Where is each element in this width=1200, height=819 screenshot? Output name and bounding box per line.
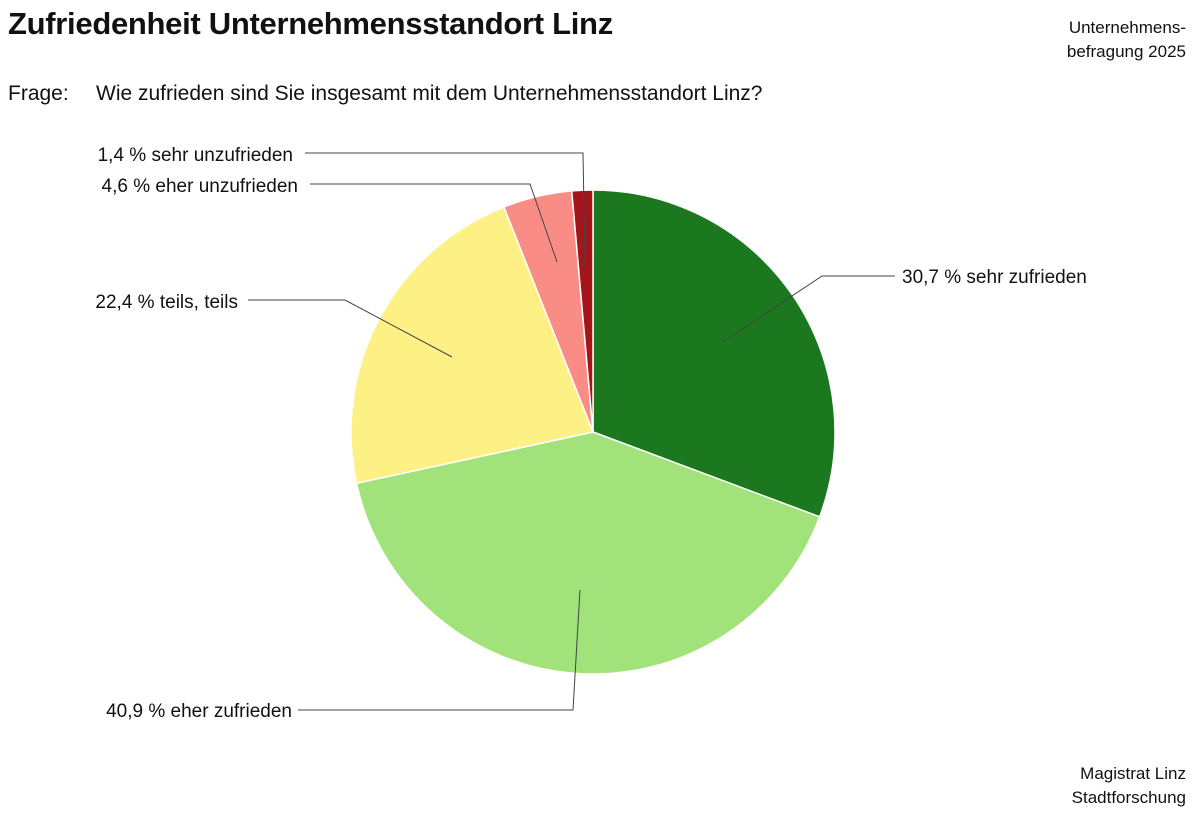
question-prefix: Frage: <box>8 82 69 105</box>
pie-labels: 30,7 % sehr zufrieden 40,9 % eher zufried… <box>95 145 1086 722</box>
survey-label-line1: Unternehmens- <box>1068 18 1186 37</box>
pie-slices <box>350 189 836 675</box>
leader-line <box>305 152 586 269</box>
question-text: Wie zufrieden sind Sie insgesamt mit dem… <box>96 82 763 105</box>
survey-label-line2: befragung 2025 <box>1066 42 1186 61</box>
slice-label: 1,4 % sehr unzufrieden <box>98 145 293 166</box>
slice-label: 30,7 % sehr zufrieden <box>902 267 1087 288</box>
slice-label: 40,9 % eher zufrieden <box>106 701 292 722</box>
source-line2: Stadtforschung <box>1071 788 1186 807</box>
chart-title: Zufriedenheit Unternehmensstandort Linz <box>8 6 613 41</box>
leader-line <box>722 275 895 343</box>
leader-line <box>248 299 453 358</box>
leader-line <box>310 183 558 263</box>
pie-leader-lines <box>248 152 895 711</box>
source-line1: Magistrat Linz <box>1080 764 1186 783</box>
slice-label: 22,4 % teils, teils <box>95 292 238 313</box>
slice-label: 4,6 % eher unzufrieden <box>102 176 298 197</box>
leader-line <box>298 589 581 711</box>
source-label: Magistrat Linz Stadtforschung <box>1072 762 1186 810</box>
pie-slice-sehr-zufrieden <box>592 189 836 518</box>
survey-label: Unternehmens- befragung 2025 <box>1067 16 1186 64</box>
question-line: Frage: Wie zufrieden sind Sie insgesamt m… <box>8 82 762 106</box>
pie-slice-sehr-unzufrieden <box>570 189 594 433</box>
